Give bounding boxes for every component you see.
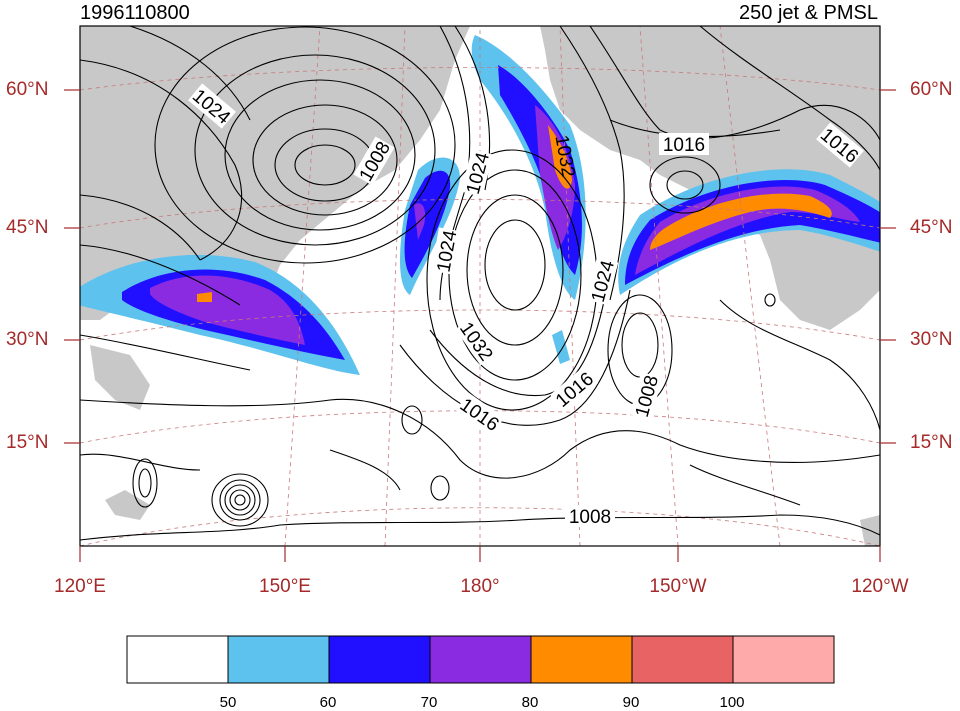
- isobar: [329, 449, 401, 491]
- isobar: [429, 269, 611, 397]
- colorbar: [126, 635, 835, 684]
- grid-lon-165e: [384, 26, 406, 546]
- isobar: [689, 464, 801, 506]
- isobar: [224, 79, 416, 231]
- isobar: [764, 293, 776, 307]
- lon-label: 150°E: [259, 576, 311, 597]
- isobar: [80, 453, 201, 471]
- isobar: [80, 334, 251, 371]
- isobar: [666, 170, 704, 200]
- label-bg: [629, 371, 663, 421]
- colorbar-swatch: [530, 635, 633, 684]
- isobar-label: 1016: [663, 135, 705, 156]
- label-bg: [353, 136, 395, 186]
- isobar: [138, 468, 152, 498]
- label-bg: [431, 227, 461, 275]
- isobar: [699, 26, 880, 171]
- axis-ticks: [64, 89, 896, 562]
- isobar: [719, 299, 880, 431]
- isobar: [234, 494, 246, 506]
- lon-label: 120°E: [54, 576, 106, 597]
- jet-shade-70: [150, 275, 305, 345]
- isobar: [129, 26, 251, 121]
- jet-shade-50: [552, 330, 570, 364]
- isobar: [448, 169, 582, 381]
- label-bg: [659, 133, 709, 155]
- isobar: [80, 194, 201, 261]
- lat-label-left: 45°N: [6, 217, 49, 238]
- isobar: [430, 475, 450, 501]
- lat-label-left: 30°N: [6, 329, 49, 350]
- label-bg: [550, 366, 598, 412]
- isobar: [401, 405, 423, 435]
- philippines-land: [105, 490, 150, 520]
- colorbar-tick-label: 90: [622, 694, 640, 711]
- isobar: [559, 26, 625, 301]
- colorbar-swatch: [429, 635, 532, 684]
- colorbar-swatch: [732, 635, 835, 684]
- isobar: [80, 244, 241, 306]
- colorbar-tick-label: 50: [219, 694, 237, 711]
- colorbar-swatch: [631, 635, 734, 684]
- colorbar-tick-label: 100: [719, 694, 745, 711]
- figure-title: 250 jet & PMSL: [739, 2, 878, 24]
- colorbar-tick-label: 60: [319, 694, 337, 711]
- lon-label: 180°: [460, 576, 500, 597]
- jet-shade-70: [535, 105, 575, 250]
- colorbar-tick-label: 80: [521, 694, 539, 711]
- grid-lat-60: [80, 67, 880, 91]
- isobar-label: 1008: [569, 507, 611, 528]
- grid-lon-150e: [284, 26, 321, 546]
- colorbar-tick-label: 70: [420, 694, 438, 711]
- lon-label: 150°W: [649, 576, 707, 597]
- label-bg: [816, 122, 864, 168]
- lat-label-right: 45°N: [910, 217, 953, 238]
- lat-label-right: 60°N: [910, 79, 953, 100]
- label-bg: [565, 505, 615, 527]
- isobar: [80, 59, 243, 261]
- jet-shade-80: [650, 193, 832, 250]
- isobar: [649, 156, 721, 214]
- lat-label-left: 15°N: [6, 432, 49, 453]
- lon-label: 120°W: [851, 576, 909, 597]
- label-bg: [460, 148, 494, 198]
- colorbar-swatch: [328, 635, 431, 684]
- label-bg: [455, 316, 499, 366]
- jet-shade-80: [197, 292, 212, 302]
- label-bg: [188, 83, 236, 129]
- lat-label-left: 60°N: [6, 79, 49, 100]
- isobar: [294, 144, 356, 186]
- isobar: [80, 514, 880, 541]
- colorbar-swatch: [227, 635, 330, 684]
- label-bg: [585, 256, 619, 306]
- isobar-contours: [80, 26, 880, 541]
- north-america-land: [540, 26, 880, 330]
- isobar: [211, 473, 269, 527]
- date-label: 1996110800: [80, 2, 190, 24]
- isobar: [229, 489, 251, 511]
- colorbar-swatch: [126, 635, 229, 684]
- isobar: [484, 219, 546, 311]
- jet-shade-80: [548, 125, 572, 189]
- isobar: [466, 194, 564, 346]
- isobar: [399, 289, 631, 426]
- isobar: [132, 458, 158, 508]
- isobar: [252, 104, 398, 216]
- isobar: [219, 479, 261, 521]
- lat-label-right: 30°N: [910, 329, 953, 350]
- lat-label-right: 15°N: [910, 432, 953, 453]
- isobar: [224, 484, 256, 516]
- isobar: [154, 26, 456, 264]
- grid-lat-0: [80, 507, 880, 546]
- isobar: [194, 54, 436, 246]
- china-coast-land: [90, 345, 150, 410]
- grid-lon-165w: [559, 26, 581, 546]
- isobar: [80, 398, 880, 479]
- label-bg: [455, 392, 505, 436]
